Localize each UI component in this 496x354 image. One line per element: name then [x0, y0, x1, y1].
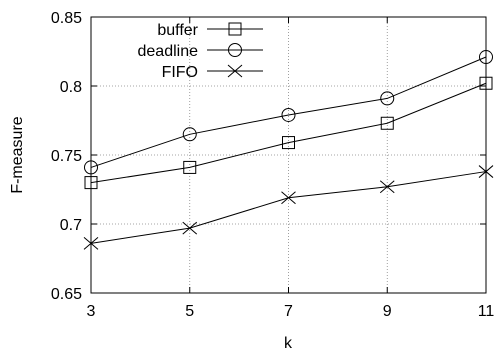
x-axis-label: k — [284, 335, 293, 352]
legend-marker — [228, 22, 242, 36]
series-fifo — [83, 165, 494, 250]
data-point-buffer — [479, 76, 493, 90]
y-tick-label: 0.75 — [51, 148, 82, 165]
data-point-buffer — [380, 116, 394, 130]
data-point-deadline — [479, 50, 493, 65]
legend-marker — [227, 64, 243, 78]
series-group — [83, 50, 494, 250]
data-point-buffer — [282, 136, 295, 150]
x-tick-label: 3 — [87, 303, 96, 320]
y-tick-label: 0.7 — [60, 217, 82, 234]
series-line-buffer — [90, 82, 487, 184]
legend: buffer deadline FIFO — [138, 22, 263, 81]
y-tick-label: 0.85 — [51, 10, 82, 27]
legend-label: buffer — [157, 22, 198, 39]
data-point-deadline — [281, 107, 296, 122]
series-buffer — [84, 76, 493, 190]
axis-ticks: 0.65 0.7 0.75 0.8 0.85 3 5 7 9 11 — [51, 10, 495, 320]
data-point-buffer — [84, 176, 98, 190]
x-tick-label: 9 — [383, 303, 392, 320]
series-line-deadline — [90, 56, 487, 168]
y-axis-label: F-measure — [9, 116, 26, 193]
grid — [91, 17, 486, 293]
data-point-fifo — [182, 221, 198, 235]
y-tick-label: 0.65 — [51, 286, 82, 303]
data-point-deadline — [84, 160, 98, 175]
series-deadline — [84, 50, 493, 175]
data-point-fifo — [281, 191, 296, 205]
data-point-deadline — [182, 127, 197, 142]
legend-label: FIFO — [162, 64, 198, 81]
data-point-deadline — [380, 91, 395, 106]
x-tick-label: 7 — [284, 303, 293, 320]
legend-item-fifo: FIFO — [162, 64, 263, 81]
data-point-fifo — [478, 165, 494, 178]
legend-label: deadline — [138, 43, 199, 60]
legend-marker — [228, 43, 242, 57]
legend-item-buffer: buffer — [157, 22, 263, 39]
legend-item-deadline: deadline — [138, 43, 263, 60]
x-tick-label: 11 — [478, 303, 495, 320]
data-point-fifo — [379, 180, 395, 194]
data-point-buffer — [183, 160, 197, 174]
data-point-fifo — [83, 236, 99, 250]
x-tick-label: 5 — [185, 303, 194, 320]
y-tick-label: 0.8 — [60, 79, 82, 96]
